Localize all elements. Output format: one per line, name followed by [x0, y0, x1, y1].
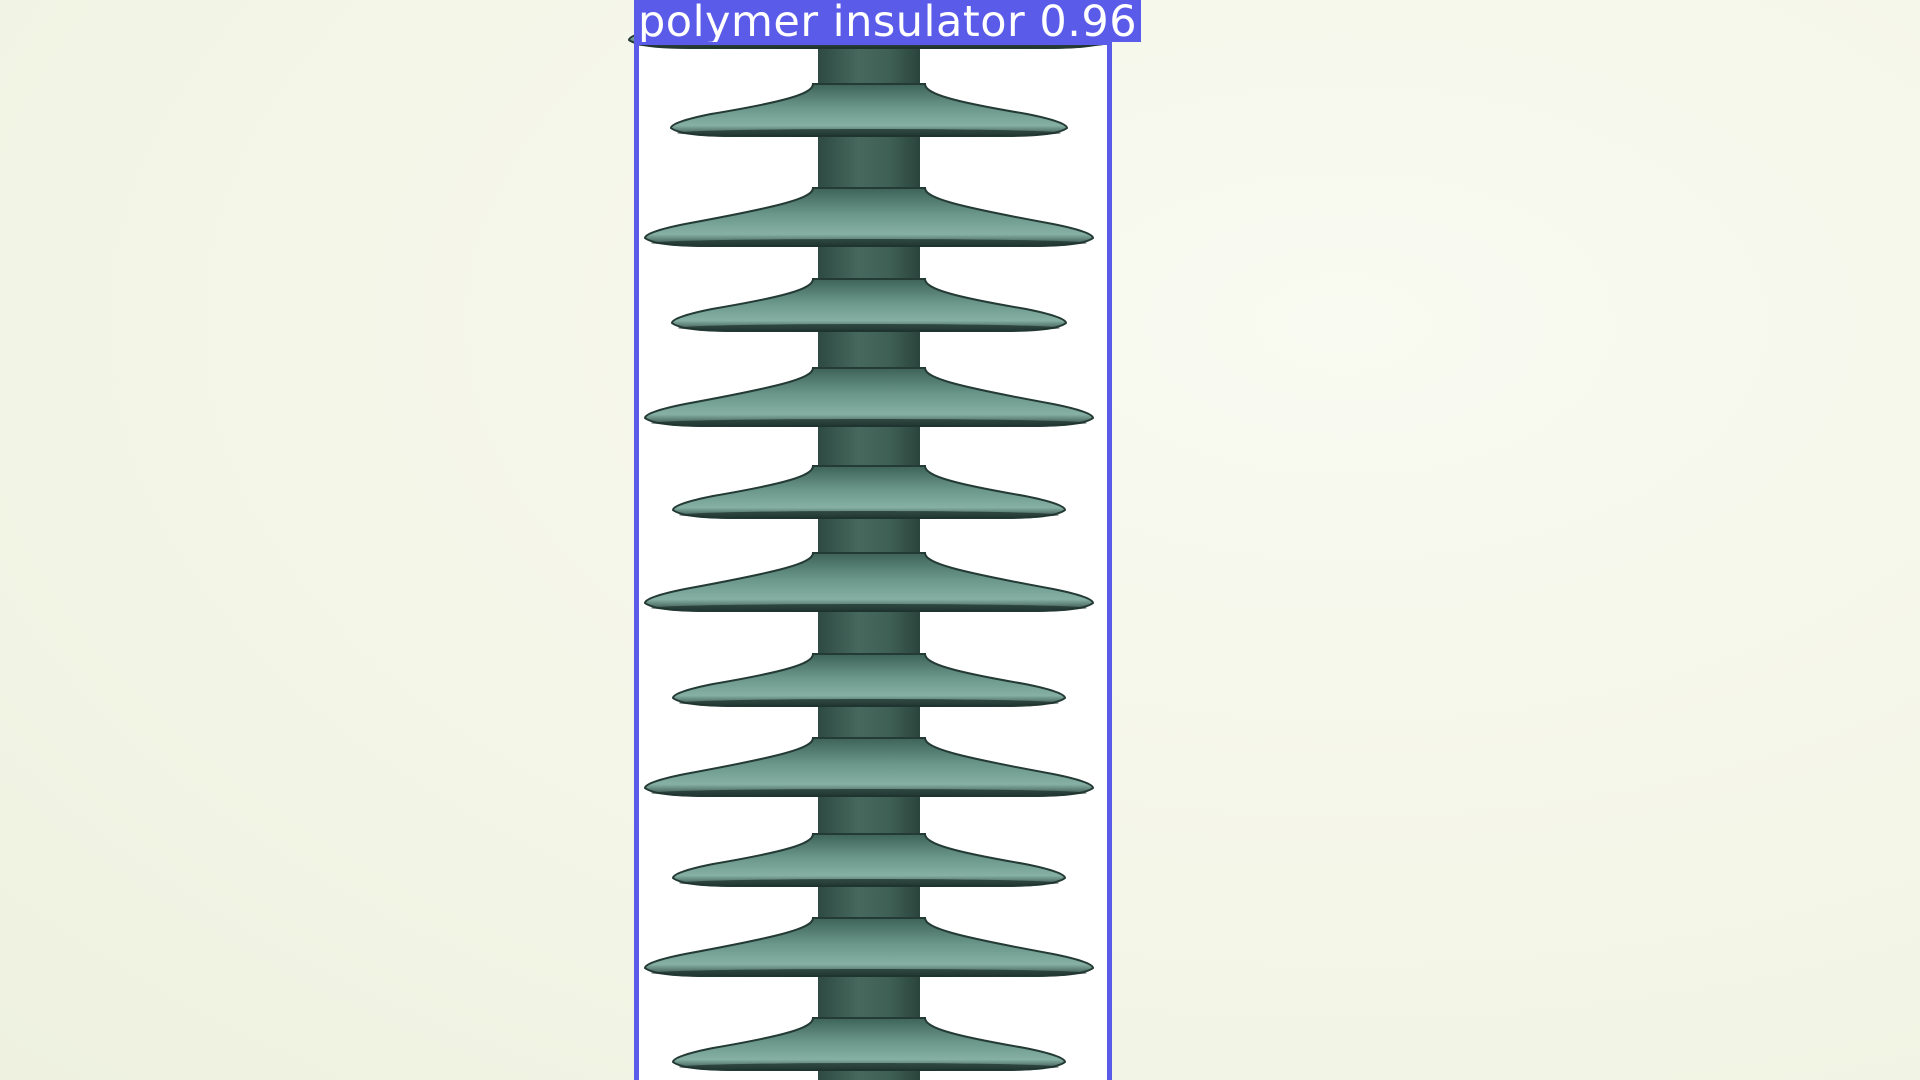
insulator-shed-rim	[651, 969, 1087, 977]
detection-bounding-box	[634, 40, 1112, 1080]
insulator-shed-rim	[677, 129, 1061, 137]
insulator-shed-rim	[679, 879, 1059, 887]
insulator-shed	[643, 917, 1095, 977]
insulator-shed-rim	[651, 239, 1087, 247]
insulator-shed	[671, 465, 1067, 519]
insulator-shed	[669, 83, 1069, 137]
insulator-shed-rim	[651, 419, 1087, 427]
insulator-shed	[671, 833, 1067, 887]
insulator-shed	[671, 1017, 1067, 1071]
insulator-shed	[671, 653, 1067, 707]
insulator-shed-rim	[678, 324, 1060, 332]
insulator-shed-rim	[679, 511, 1059, 519]
insulator-shed-rim	[679, 699, 1059, 707]
insulator-shed	[670, 278, 1068, 332]
insulator-shed-rim	[651, 604, 1087, 612]
insulator-sheds	[627, 0, 1111, 1071]
detection-label: polymer insulator 0.96	[634, 0, 1142, 42]
insulator-shed-rim	[651, 789, 1087, 797]
insulator-shed	[643, 737, 1095, 797]
insulator-shed	[643, 187, 1095, 247]
insulator-shed	[643, 552, 1095, 612]
insulator-shed	[643, 367, 1095, 427]
insulator-shed-rim	[679, 1063, 1059, 1071]
